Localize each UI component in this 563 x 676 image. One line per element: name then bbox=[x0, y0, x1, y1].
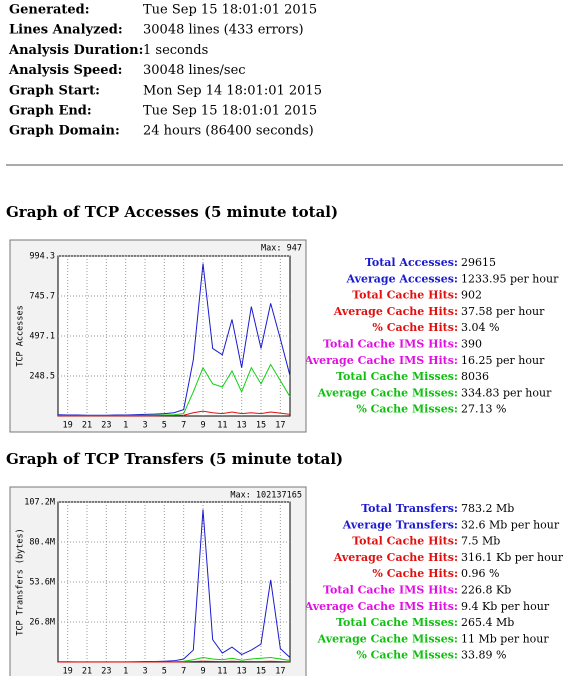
stat-value: 390 bbox=[461, 338, 482, 351]
plot-area bbox=[57, 501, 291, 663]
x-tick-label: 1 bbox=[123, 421, 128, 431]
y-tick-label: 745.7 bbox=[29, 292, 55, 302]
stat-value: 334.83 per hour bbox=[461, 386, 552, 399]
stat-value: 32.6 Mb per hour bbox=[461, 518, 560, 531]
stat-label: Average Transfers: bbox=[342, 518, 458, 531]
stat-value: 11 Mb per hour bbox=[461, 632, 549, 645]
stat-value: 265.4 Mb bbox=[461, 616, 514, 629]
y-tick-label: 497.1 bbox=[29, 332, 55, 342]
graph-max: Max: 947 bbox=[261, 244, 302, 254]
summary-label: Lines Analyzed: bbox=[9, 23, 123, 38]
stat-label: Total Cache Hits: bbox=[352, 289, 458, 302]
y-tick-label: 107.2M bbox=[24, 498, 55, 508]
x-tick-label: 1 bbox=[123, 667, 128, 676]
series-line bbox=[58, 660, 291, 663]
summary-label: Graph End: bbox=[9, 104, 92, 119]
stat-value: 226.8 Kb bbox=[461, 584, 511, 597]
y-tick-label: 53.6M bbox=[29, 578, 55, 588]
summary-label: Graph Start: bbox=[9, 83, 100, 98]
x-tick-label: 5 bbox=[162, 421, 167, 431]
summary-value: 1 seconds bbox=[143, 43, 208, 58]
x-tick-label: 17 bbox=[275, 421, 285, 431]
stat-value: 9.4 Kb per hour bbox=[461, 600, 550, 613]
x-tick-label: 19 bbox=[63, 421, 73, 431]
stat-label: % Cache Hits: bbox=[372, 321, 458, 334]
summary-value: 30048 lines (433 errors) bbox=[143, 23, 304, 38]
stat-value: 16.25 per hour bbox=[461, 354, 545, 367]
stat-value: 29615 bbox=[461, 256, 496, 269]
stat-value: 3.04 % bbox=[461, 321, 499, 334]
y-axis-label: TCP Accesses bbox=[16, 305, 26, 366]
stat-label: Total Transfers: bbox=[361, 502, 458, 515]
stat-label: Total Cache Hits: bbox=[352, 535, 458, 548]
summary-value: 24 hours (86400 seconds) bbox=[143, 124, 314, 139]
stat-value: 37.58 per hour bbox=[461, 305, 545, 318]
x-tick-label: 23 bbox=[101, 667, 111, 676]
summary-label: Analysis Duration: bbox=[8, 43, 143, 58]
x-tick-label: 11 bbox=[217, 421, 227, 431]
summary-value: Tue Sep 15 18:01:01 2015 bbox=[143, 3, 317, 18]
stat-label: Average Cache Hits: bbox=[333, 305, 458, 318]
y-tick-label: 80.4M bbox=[29, 538, 55, 548]
stat-label: Total Cache IMS Hits: bbox=[323, 584, 458, 597]
stat-value: 7.5 Mb bbox=[461, 535, 500, 548]
x-tick-label: 11 bbox=[217, 667, 227, 676]
stat-value: 27.13 % bbox=[461, 403, 506, 416]
stat-label: Total Accesses: bbox=[365, 256, 458, 269]
stat-label: Average Cache Misses: bbox=[317, 386, 458, 399]
y-tick-label: 26.8M bbox=[29, 618, 55, 628]
plot-area bbox=[57, 255, 291, 417]
x-tick-label: 15 bbox=[256, 421, 266, 431]
x-tick-label: 3 bbox=[142, 421, 147, 431]
stat-value: 8036 bbox=[461, 370, 489, 383]
x-tick-label: 19 bbox=[63, 667, 73, 676]
x-tick-label: 7 bbox=[181, 421, 186, 431]
stat-label: % Cache Misses: bbox=[356, 649, 458, 662]
x-tick-label: 21 bbox=[82, 667, 92, 676]
stat-label: Total Cache IMS Hits: bbox=[323, 338, 458, 351]
stat-value: 0.96 % bbox=[461, 567, 499, 580]
x-tick-label: 9 bbox=[200, 667, 205, 676]
series-line bbox=[58, 410, 291, 417]
x-tick-label: 5 bbox=[162, 667, 167, 676]
x-tick-label: 3 bbox=[142, 667, 147, 676]
x-tick-label: 9 bbox=[200, 421, 205, 431]
stat-value: 1233.95 per hour bbox=[461, 272, 559, 285]
stat-label: Total Cache Misses: bbox=[336, 370, 458, 383]
y-tick-label: 248.5 bbox=[29, 372, 55, 382]
stat-label: Total Cache Misses: bbox=[336, 616, 458, 629]
stat-label: Average Cache IMS Hits: bbox=[304, 354, 458, 367]
x-tick-label: 13 bbox=[237, 667, 247, 676]
x-tick-label: 7 bbox=[181, 667, 186, 676]
summary-label: Generated: bbox=[9, 3, 90, 18]
stat-value: 316.1 Kb per hour bbox=[461, 551, 563, 564]
stat-label: % Cache Misses: bbox=[356, 403, 458, 416]
stat-value: 902 bbox=[461, 289, 482, 302]
stat-label: % Cache Hits: bbox=[372, 567, 458, 580]
summary-value: 30048 lines/sec bbox=[143, 63, 246, 78]
x-tick-label: 23 bbox=[101, 421, 111, 431]
x-tick-label: 21 bbox=[82, 421, 92, 431]
stat-label: Average Cache IMS Hits: bbox=[304, 600, 458, 613]
stat-label: Average Cache Hits: bbox=[333, 551, 458, 564]
stat-value: 783.2 Mb bbox=[461, 502, 514, 515]
summary-value: Mon Sep 14 18:01:01 2015 bbox=[143, 83, 322, 98]
summary-label: Analysis Speed: bbox=[8, 63, 122, 78]
x-tick-label: 15 bbox=[256, 667, 266, 676]
x-tick-label: 17 bbox=[275, 667, 285, 676]
section-heading: Graph of TCP Accesses (5 minute total) bbox=[6, 203, 338, 221]
y-tick-label: 994.3 bbox=[29, 252, 55, 262]
section-heading: Graph of TCP Transfers (5 minute total) bbox=[6, 450, 343, 468]
graph-max: Max: 102137165 bbox=[230, 491, 302, 501]
x-tick-label: 13 bbox=[237, 421, 247, 431]
stat-label: Average Accesses: bbox=[346, 272, 459, 285]
y-axis-label: TCP Transfers (bytes) bbox=[16, 528, 26, 635]
stat-value: 33.89 % bbox=[461, 649, 506, 662]
stat-label: Average Cache Misses: bbox=[317, 632, 458, 645]
summary-value: Tue Sep 15 18:01:01 2015 bbox=[143, 104, 317, 119]
summary-label: Graph Domain: bbox=[9, 124, 120, 139]
